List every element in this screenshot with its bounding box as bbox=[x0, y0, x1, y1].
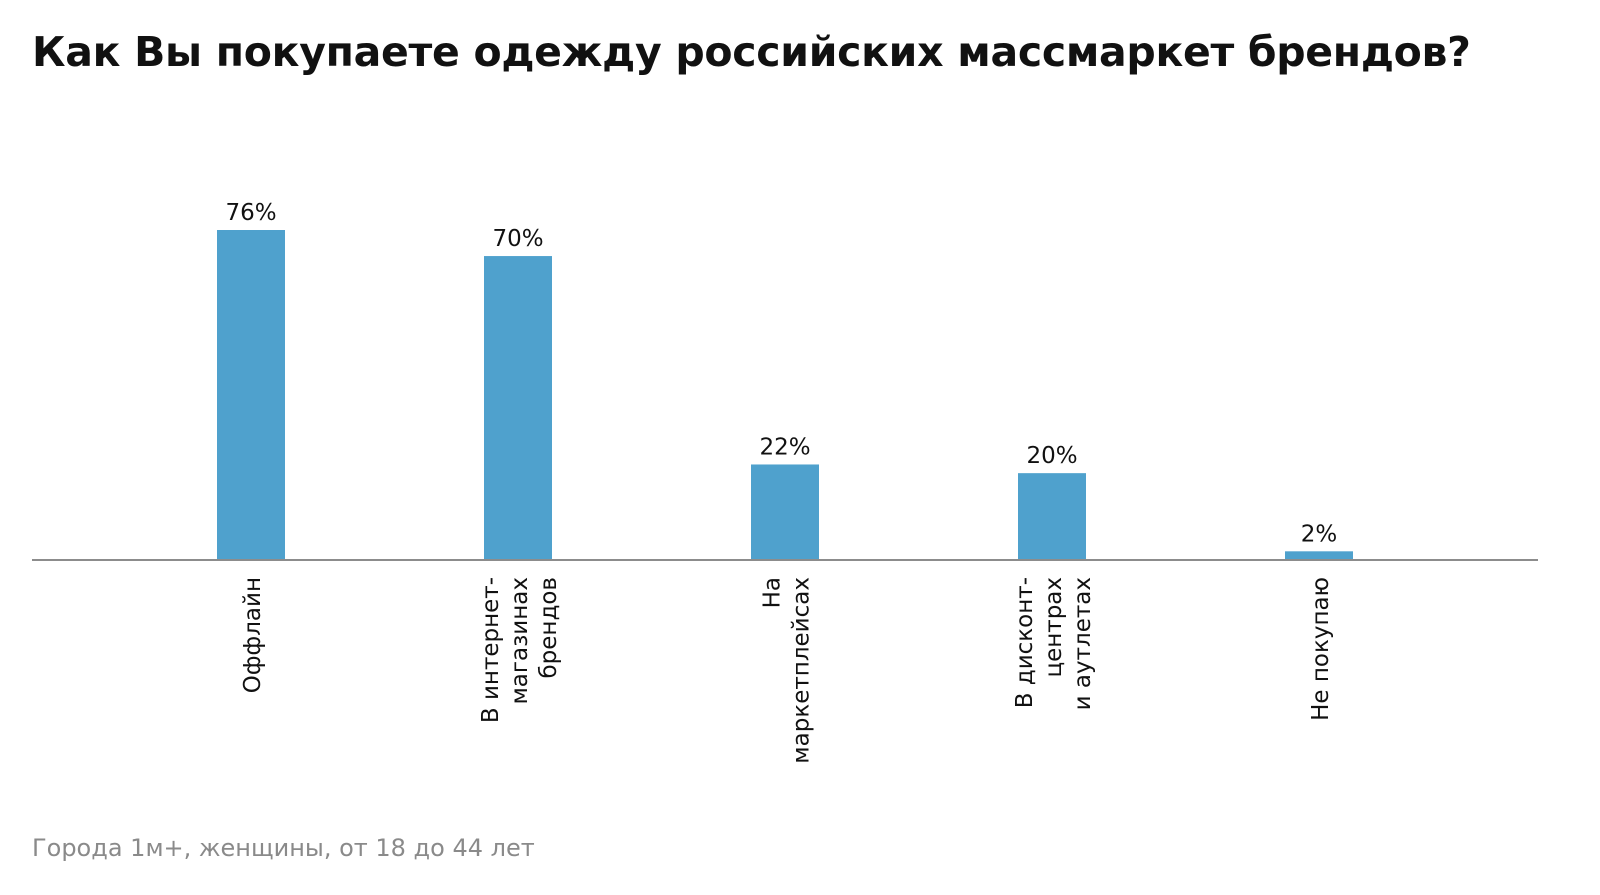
category-label-3: На маркетплейсах bbox=[760, 577, 815, 764]
bar-4 bbox=[1018, 473, 1086, 560]
bar-2 bbox=[484, 256, 552, 560]
category-label-line: центрах bbox=[1041, 577, 1067, 678]
bar-5 bbox=[1285, 551, 1353, 560]
data-label-1: 76% bbox=[225, 200, 276, 226]
category-label-1: Оффлайн bbox=[240, 577, 266, 693]
bar-3 bbox=[751, 464, 819, 560]
page-title: Как Вы покупаете одежду российских массм… bbox=[32, 28, 1471, 76]
category-label-line: В интернет- bbox=[478, 577, 504, 723]
category-label-line: и аутлетах bbox=[1070, 577, 1096, 710]
data-label-5: 2% bbox=[1301, 521, 1338, 547]
data-label-4: 20% bbox=[1026, 443, 1077, 469]
category-label-line: Оффлайн bbox=[240, 577, 266, 693]
category-label-line: магазинах bbox=[507, 577, 533, 705]
bars-layer bbox=[217, 230, 1353, 560]
category-label-4: В дисконт-центрах и аутлетах bbox=[1012, 577, 1096, 710]
data-label-3: 22% bbox=[759, 434, 810, 460]
bar-1 bbox=[217, 230, 285, 560]
footnote: Города 1м+, женщины, от 18 до 44 лет bbox=[32, 834, 535, 862]
data-label-2: 70% bbox=[492, 226, 543, 252]
category-label-line: На bbox=[760, 577, 786, 608]
category-label-line: брендов bbox=[536, 577, 562, 679]
category-label-2: В интернет-магазинах брендов bbox=[478, 577, 562, 723]
category-label-line: маркетплейсах bbox=[789, 577, 815, 764]
category-label-5: Не покупаю bbox=[1308, 577, 1334, 721]
labels-layer: 76% Оффлайн 70% В интернет-магазинах брендов… bbox=[225, 200, 1337, 764]
category-label-line: Не покупаю bbox=[1308, 577, 1334, 721]
category-label-line: В дисконт- bbox=[1012, 577, 1038, 708]
